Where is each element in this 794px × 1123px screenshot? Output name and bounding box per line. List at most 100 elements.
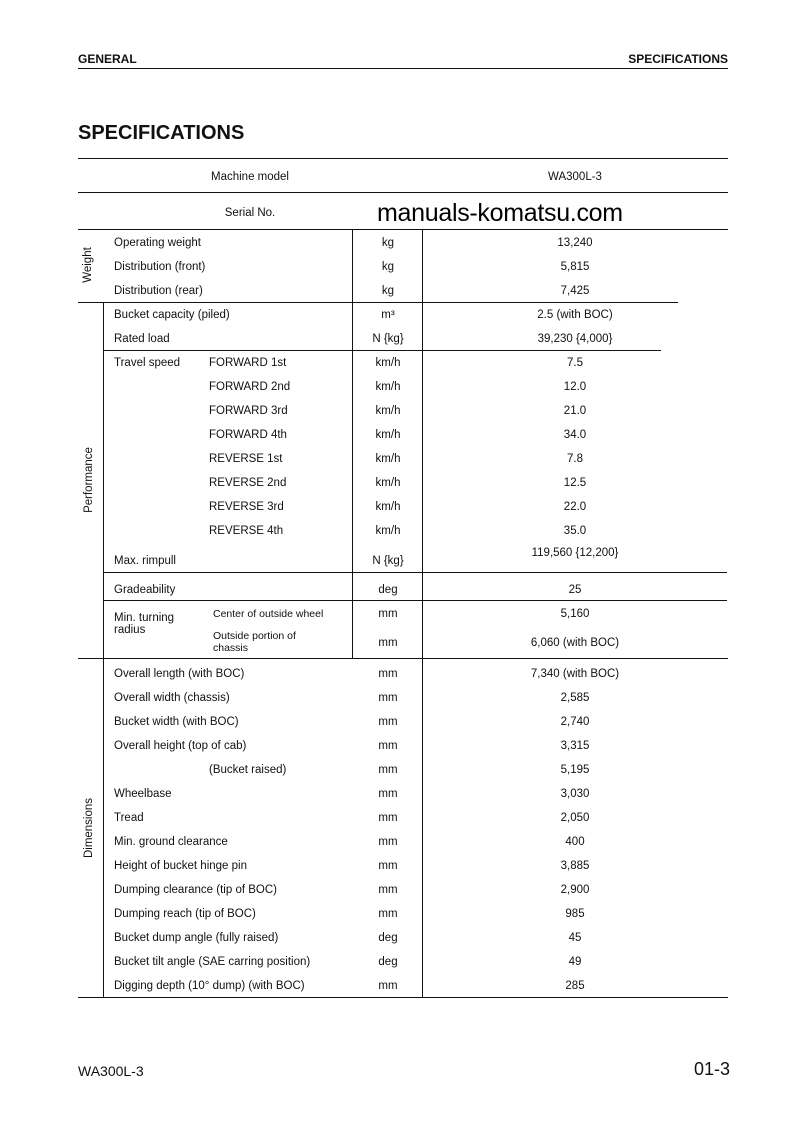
row-unit: mm bbox=[378, 980, 398, 992]
row-item: Bucket tilt angle (SAE carring position) bbox=[114, 956, 311, 968]
row-unit: mm bbox=[378, 716, 398, 728]
row-unit: kg bbox=[381, 261, 395, 273]
row-item: Dumping reach (tip of BOC) bbox=[114, 908, 256, 920]
row-value: 7,340 (with BOC) bbox=[530, 668, 620, 680]
row-item: Digging depth (10° dump) (with BOC) bbox=[114, 980, 305, 992]
table-rule bbox=[103, 350, 661, 351]
row-value: 3,030 bbox=[560, 788, 590, 800]
row-sub-item: FORWARD 4th bbox=[209, 429, 287, 441]
table-rule bbox=[78, 997, 728, 998]
row-value: 49 bbox=[568, 956, 582, 968]
table-rule bbox=[78, 192, 728, 193]
row-value: 2.5 (with BOC) bbox=[537, 309, 613, 321]
row-value: 119,560 {12,200} bbox=[531, 547, 619, 559]
row-value: 22.0 bbox=[563, 501, 587, 513]
row-item: Rated load bbox=[114, 333, 170, 345]
page-title: SPECIFICATIONS bbox=[78, 122, 245, 144]
row-unit: km/h bbox=[375, 453, 401, 465]
group-weight: Weight bbox=[82, 247, 94, 283]
machine-model-value: WA300L-3 bbox=[548, 171, 602, 183]
row-unit: km/h bbox=[375, 501, 401, 513]
header-section: GENERAL bbox=[78, 52, 137, 66]
row-unit: mm bbox=[378, 637, 398, 649]
row-value: 2,585 bbox=[560, 692, 590, 704]
row-sub-item: REVERSE 2nd bbox=[209, 477, 287, 489]
row-sub-item: REVERSE 1st bbox=[209, 453, 283, 465]
group-performance: Performance bbox=[83, 447, 95, 513]
row-item: Distribution (rear) bbox=[114, 285, 203, 297]
row-item: Gradeability bbox=[114, 584, 176, 596]
row-sub-item: (Bucket raised) bbox=[209, 764, 287, 776]
row-item: Overall width (chassis) bbox=[114, 692, 230, 704]
row-value: 7,425 bbox=[560, 285, 590, 297]
row-sub-item: FORWARD 1st bbox=[209, 357, 287, 369]
footer-model: WA300L-3 bbox=[78, 1063, 144, 1079]
row-sub-item: FORWARD 3rd bbox=[209, 405, 288, 417]
row-item: Overall length (with BOC) bbox=[114, 668, 245, 680]
row-item: Dumping clearance (tip of BOC) bbox=[114, 884, 277, 896]
row-item: Distribution (front) bbox=[114, 261, 206, 273]
row-unit: N {kg} bbox=[372, 333, 404, 345]
row-value: 400 bbox=[565, 836, 585, 848]
row-unit: km/h bbox=[375, 525, 401, 537]
row-unit: mm bbox=[378, 812, 398, 824]
table-rule bbox=[78, 158, 728, 159]
row-sub-item: Outside portion of chassis bbox=[213, 630, 296, 654]
row-value: 3,315 bbox=[560, 740, 590, 752]
row-value: 2,740 bbox=[560, 716, 590, 728]
row-unit: mm bbox=[378, 764, 398, 776]
row-value: 13,240 bbox=[557, 237, 593, 249]
row-value: 7.5 bbox=[567, 357, 583, 369]
row-item: Bucket dump angle (fully raised) bbox=[114, 932, 279, 944]
row-value: 12.5 bbox=[563, 477, 587, 489]
row-sub-item: Center of outside wheel bbox=[213, 608, 324, 620]
row-unit: mm bbox=[378, 860, 398, 872]
row-value: 3,885 bbox=[560, 860, 590, 872]
row-unit: mm bbox=[378, 884, 398, 896]
row-unit: kg bbox=[381, 285, 395, 297]
row-value: 21.0 bbox=[563, 405, 587, 417]
row-value: 285 bbox=[565, 980, 585, 992]
table-rule bbox=[103, 572, 727, 573]
row-value: 39,230 {4,000} bbox=[537, 333, 613, 345]
row-unit: mm bbox=[378, 908, 398, 920]
table-rule bbox=[78, 658, 728, 659]
row-unit: mm bbox=[378, 692, 398, 704]
table-rule bbox=[103, 600, 727, 601]
row-value: 34.0 bbox=[563, 429, 587, 441]
row-sub-item: REVERSE 4th bbox=[209, 525, 284, 537]
row-unit: km/h bbox=[375, 477, 401, 489]
row-item: Overall height (top of cab) bbox=[114, 740, 247, 752]
column-rule bbox=[103, 302, 104, 997]
table-rule bbox=[78, 229, 728, 230]
row-value: 35.0 bbox=[563, 525, 587, 537]
row-unit: km/h bbox=[375, 357, 401, 369]
row-unit: mm bbox=[378, 668, 398, 680]
header-rule bbox=[78, 68, 728, 69]
row-unit: m³ bbox=[381, 309, 395, 321]
machine-model-label: Machine model bbox=[211, 171, 289, 183]
serial-label: Serial No. bbox=[224, 207, 276, 219]
row-item: Min. ground clearance bbox=[114, 836, 228, 848]
row-value: 5,815 bbox=[560, 261, 590, 273]
row-value: 12.0 bbox=[563, 381, 587, 393]
row-unit: kg bbox=[381, 237, 395, 249]
watermark: manuals-komatsu.com bbox=[377, 199, 623, 227]
row-unit: deg bbox=[378, 932, 398, 944]
row-unit: mm bbox=[378, 788, 398, 800]
row-unit: km/h bbox=[375, 429, 401, 441]
row-value: 5,195 bbox=[560, 764, 590, 776]
page-number: 01-3 bbox=[693, 1059, 730, 1079]
row-unit: deg bbox=[378, 956, 398, 968]
row-value: 7.8 bbox=[567, 453, 583, 465]
row-item: Bucket width (with BOC) bbox=[114, 716, 239, 728]
row-value: 985 bbox=[565, 908, 585, 920]
row-unit: km/h bbox=[375, 405, 401, 417]
row-value: 2,900 bbox=[560, 884, 590, 896]
row-item: Operating weight bbox=[114, 237, 201, 249]
row-unit: deg bbox=[378, 584, 398, 596]
row-item: Bucket capacity (piled) bbox=[114, 309, 230, 321]
row-unit: mm bbox=[378, 836, 398, 848]
row-unit: mm bbox=[378, 608, 398, 620]
row-value: 5,160 bbox=[560, 608, 590, 620]
